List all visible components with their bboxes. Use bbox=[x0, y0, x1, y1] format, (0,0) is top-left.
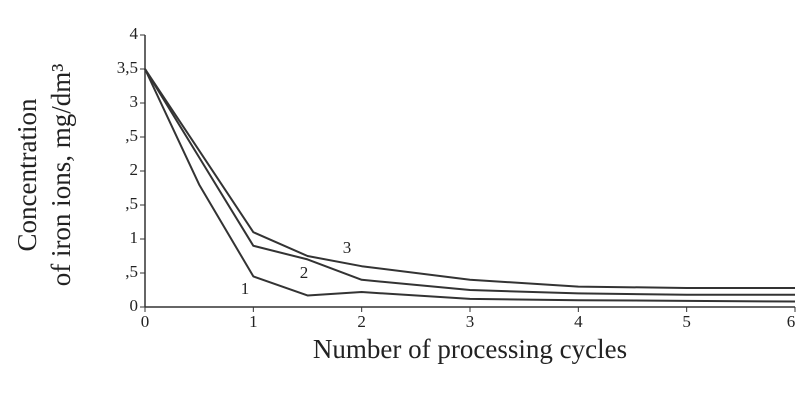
x-tick-label: 0 bbox=[141, 312, 150, 331]
x-tick-label: 6 bbox=[787, 312, 796, 331]
x-tick-label: 1 bbox=[249, 312, 258, 331]
y-axis-label: Concentration bbox=[12, 98, 42, 251]
x-tick-label: 5 bbox=[682, 312, 691, 331]
x-axis-label: Number of processing cycles bbox=[313, 334, 627, 364]
y-axis-label: of iron ions, mg/dm³ bbox=[46, 64, 76, 287]
x-tick-label: 4 bbox=[574, 312, 583, 331]
y-tick-label: 1 bbox=[130, 228, 139, 247]
line-series bbox=[144, 68, 795, 296]
x-tick-label: 3 bbox=[466, 312, 475, 331]
line-series bbox=[144, 68, 796, 303]
y-tick-label: 4 bbox=[130, 24, 139, 43]
line-series bbox=[144, 68, 795, 289]
y-tick-label: ,5 bbox=[125, 262, 138, 281]
y-tick-label: 3,5 bbox=[117, 58, 138, 77]
y-tick-label: ,5 bbox=[125, 126, 138, 145]
series-label: 1 bbox=[241, 279, 250, 298]
series-label: 2 bbox=[300, 263, 309, 282]
y-tick-label: 3 bbox=[130, 92, 139, 111]
y-tick-label: 2 bbox=[130, 160, 139, 179]
x-tick-label: 2 bbox=[357, 312, 366, 331]
y-tick-label: ,5 bbox=[125, 194, 138, 213]
series-label: 3 bbox=[343, 238, 352, 257]
y-tick-label: 0 bbox=[130, 296, 139, 315]
